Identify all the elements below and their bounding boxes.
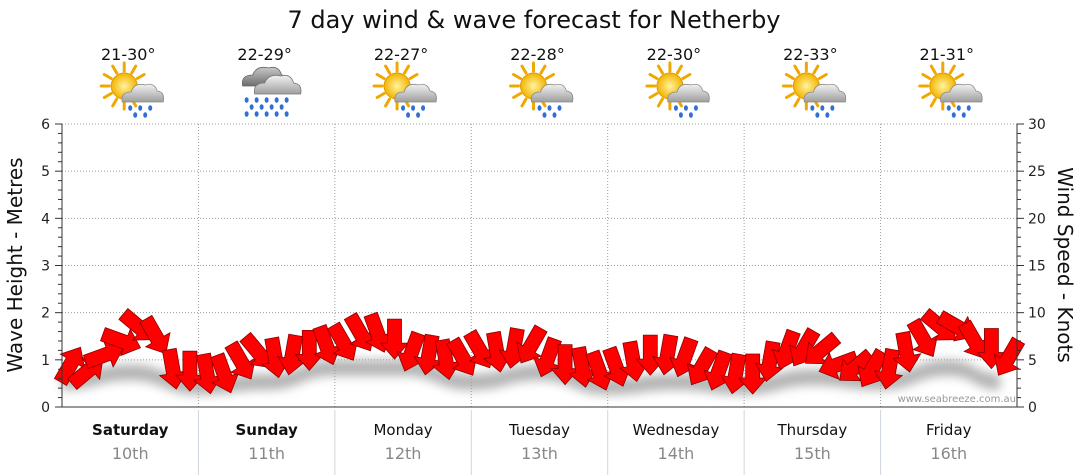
wind-arrow xyxy=(892,330,922,373)
day-date-label: 10th xyxy=(112,444,149,463)
day-date-label: 15th xyxy=(794,444,831,463)
day-name-label: Thursday xyxy=(776,421,847,439)
day-name-label: Monday xyxy=(373,421,432,439)
right-tick-label: 20 xyxy=(1028,211,1046,227)
day-name-label: Tuesday xyxy=(508,421,570,439)
day-temperature: 22-28° xyxy=(510,45,565,64)
right-tick-label: 25 xyxy=(1028,164,1046,180)
day-date-label: 14th xyxy=(658,444,695,463)
left-tick-label: 0 xyxy=(41,400,50,416)
day-date-label: 12th xyxy=(385,444,422,463)
wind-arrow xyxy=(363,311,393,353)
day-axis: Saturday 10th Sunday 11th Monday 12th Tuesday 1… xyxy=(92,410,972,475)
wind-arrow xyxy=(446,336,478,376)
wind-arrow xyxy=(224,340,256,380)
partly-cloudy-showers-icon xyxy=(372,61,437,118)
wind-arrow xyxy=(413,333,443,376)
right-tick-label: 5 xyxy=(1028,353,1037,369)
wind-arrows xyxy=(53,308,1026,395)
wind-arrow xyxy=(585,349,615,391)
day-name-label: Saturday xyxy=(92,421,169,439)
day-date-label: 13th xyxy=(521,444,558,463)
y-axis-left-title: Wave Height - Metres xyxy=(3,157,27,372)
wind-arrow xyxy=(857,347,889,388)
right-tick-label: 15 xyxy=(1028,259,1046,275)
day-name-label: Sunday xyxy=(235,421,298,439)
right-tick-label: 0 xyxy=(1028,400,1037,416)
wind-arrow xyxy=(818,350,860,380)
wind-arrow xyxy=(957,319,990,359)
day-date-label: 11th xyxy=(248,444,285,463)
wind-arrow xyxy=(312,323,342,366)
day-temperature: 22-29° xyxy=(237,45,292,64)
grid xyxy=(62,123,1017,407)
day-date-label: 16th xyxy=(930,444,967,463)
wind-arrow xyxy=(210,352,240,394)
day-temperature: 22-33° xyxy=(783,45,838,64)
day-temperature: 22-30° xyxy=(647,45,702,64)
wind-arrow xyxy=(276,333,307,376)
wind-arrow xyxy=(431,338,461,381)
wave-height-shadow xyxy=(62,359,1000,395)
day-name-label: Friday xyxy=(926,421,972,439)
wind-arrow xyxy=(532,336,562,378)
wind-arrow xyxy=(82,339,124,370)
y-axis-right-title: Wind Speed - Knots xyxy=(1053,167,1077,363)
day-temperature: 22-27° xyxy=(374,45,429,64)
wave-height-band xyxy=(62,359,1000,395)
wind-arrow xyxy=(568,346,598,388)
partly-cloudy-showers-icon xyxy=(781,61,847,118)
partly-cloudy-showers-icon xyxy=(645,61,710,118)
partly-cloudy-showers-icon xyxy=(99,61,164,118)
day-name-label: Wednesday xyxy=(633,421,720,439)
partly-cloudy-showers-icon xyxy=(509,61,574,118)
right-tick-label: 30 xyxy=(1028,117,1046,133)
axes: 0 1 2 3 4 5 6 0 5 10 15 20 25 30 xyxy=(41,117,1046,416)
left-tick-label: 1 xyxy=(41,353,50,369)
day-forecast-header: 21-30° 22-29° 22-27° 22-28° 22-30° 22-33° 21-3… xyxy=(99,45,983,118)
credit-text: www.seabreeze.com.au xyxy=(898,394,1016,405)
wind-arrow xyxy=(805,331,842,365)
rain-cloud-icon xyxy=(241,66,302,117)
wind-arrow xyxy=(516,324,548,364)
left-tick-label: 6 xyxy=(41,117,50,133)
left-tick-label: 5 xyxy=(41,164,50,180)
day-temperature: 21-31° xyxy=(920,45,975,64)
wind-arrow xyxy=(139,314,171,355)
left-tick-label: 3 xyxy=(41,259,50,275)
left-tick-label: 2 xyxy=(41,306,50,322)
wind-arrow xyxy=(379,318,410,360)
chart-title: 7 day wind & wave forecast for Netherby xyxy=(287,6,780,34)
day-temperature: 21-30° xyxy=(101,45,156,64)
wind-arrow xyxy=(99,327,142,357)
left-tick-label: 4 xyxy=(41,211,50,227)
wind-arrow xyxy=(839,348,876,382)
wind-arrow xyxy=(906,317,938,357)
right-tick-label: 10 xyxy=(1028,306,1046,322)
partly-cloudy-showers-icon xyxy=(918,61,983,118)
